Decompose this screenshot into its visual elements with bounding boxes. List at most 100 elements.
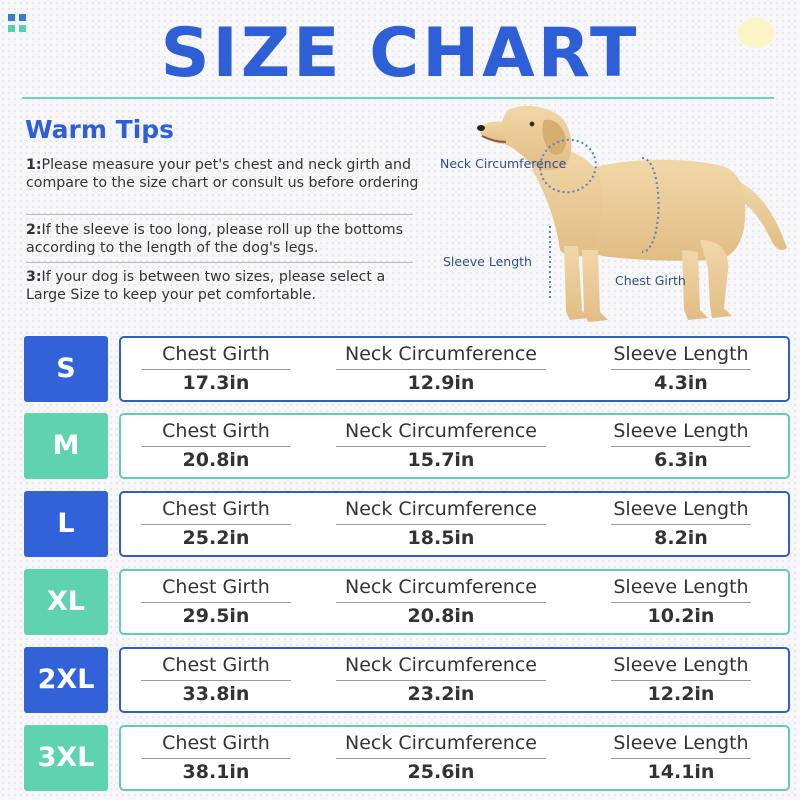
decorative-squares-icon [8,14,36,40]
sleeve-length-label: Sleeve Length [443,254,532,269]
measurement-value: 17.3in [182,372,250,394]
size-measurements-card: Chest Girth 33.8in Neck Circumference 23.2i… [119,647,790,713]
measurement-value: 14.1in [647,761,715,783]
measurement-cell: Neck Circumference 23.2in [321,649,561,711]
page-title: SIZE CHART [160,14,640,93]
warm-tips-heading: Warm Tips [25,115,175,144]
measurement-value: 20.8in [182,449,250,471]
size-measurements-card: Chest Girth 17.3in Neck Circumference 12.9i… [119,336,790,402]
size-badge: 3XL [24,725,108,791]
cell-divider [611,369,751,370]
cell-divider [611,524,751,525]
size-measurements-card: Chest Girth 20.8in Neck Circumference 15.7i… [119,413,790,479]
chest-girth-label: Chest Girth [615,273,686,288]
decorative-circle [738,18,774,48]
size-badge: M [24,413,108,479]
cell-divider [336,680,546,681]
tip-item: 1:Please measure your pet's chest and ne… [26,156,426,192]
size-row-s: S Chest Girth 17.3in Neck Circumference 12.9… [24,336,790,402]
tip-number: 1: [26,157,42,173]
measurement-value: 6.3in [654,449,708,471]
size-badge: 2XL [24,647,108,713]
tip-item: 3:If your dog is between two sizes, plea… [26,268,426,304]
measurement-cell: Chest Girth 29.5in [141,571,291,633]
measurement-value: 20.8in [407,605,475,627]
measurement-cell: Sleeve Length 6.3in [591,415,771,477]
column-header: Neck Circumference [345,576,537,598]
column-header: Sleeve Length [613,576,749,598]
column-header: Chest Girth [162,498,270,520]
neck-circumference-label: Neck Circumference [440,156,567,171]
measurement-cell: Neck Circumference 12.9in [321,338,561,400]
size-badge: XL [24,569,108,635]
measurement-value: 23.2in [407,683,475,705]
measurement-value: 25.6in [407,761,475,783]
measurement-cell: Chest Girth 38.1in [141,727,291,789]
column-header: Chest Girth [162,576,270,598]
measurement-value: 12.9in [407,372,475,394]
title-divider [22,97,774,99]
measurement-value: 10.2in [647,605,715,627]
dog-illustration [477,105,787,322]
column-header: Sleeve Length [613,732,749,754]
column-header: Chest Girth [162,732,270,754]
cell-divider [611,680,751,681]
column-header: Neck Circumference [345,343,537,365]
size-measurements-card: Chest Girth 38.1in Neck Circumference 25.6i… [119,725,790,791]
cell-divider [141,369,291,370]
tip-text: Please measure your pet's chest and neck… [26,157,419,191]
measurement-cell: Neck Circumference 15.7in [321,415,561,477]
measurement-cell: Chest Girth 17.3in [141,338,291,400]
size-badge: S [24,336,108,402]
column-header: Neck Circumference [345,654,537,676]
cell-divider [141,758,291,759]
column-header: Chest Girth [162,343,270,365]
tip-divider [26,262,413,263]
column-header: Neck Circumference [345,732,537,754]
measurement-value: 25.2in [182,527,250,549]
tip-text: If the sleeve is too long, please roll u… [26,222,403,256]
dog-measurement-diagram: Neck Circumference Sleeve Length Chest G… [432,100,800,332]
measurement-cell: Sleeve Length 8.2in [591,493,771,555]
cell-divider [141,524,291,525]
size-row-3xl: 3XL Chest Girth 38.1in Neck Circumference 25… [24,725,790,791]
cell-divider [611,602,751,603]
measurement-cell: Neck Circumference 18.5in [321,493,561,555]
measurement-cell: Sleeve Length 12.2in [591,649,771,711]
measurement-value: 29.5in [182,605,250,627]
size-row-l: L Chest Girth 25.2in Neck Circumference 18.5… [24,491,790,557]
cell-divider [336,369,546,370]
column-header: Sleeve Length [613,498,749,520]
measurement-value: 4.3in [654,372,708,394]
cell-divider [141,680,291,681]
cell-divider [141,602,291,603]
column-header: Sleeve Length [613,654,749,676]
column-header: Chest Girth [162,420,270,442]
size-row-m: M Chest Girth 20.8in Neck Circumference 15.7… [24,413,790,479]
tip-divider [26,214,413,215]
measurement-value: 15.7in [407,449,475,471]
measurement-value: 8.2in [654,527,708,549]
column-header: Neck Circumference [345,498,537,520]
measurement-cell: Chest Girth 33.8in [141,649,291,711]
size-row-xl: XL Chest Girth 29.5in Neck Circumference 20.… [24,569,790,635]
cell-divider [336,446,546,447]
tip-number: 2: [26,222,42,238]
measurement-value: 18.5in [407,527,475,549]
measurement-cell: Chest Girth 25.2in [141,493,291,555]
measurement-cell: Chest Girth 20.8in [141,415,291,477]
size-row-2xl: 2XL Chest Girth 33.8in Neck Circumference 23… [24,647,790,713]
cell-divider [611,446,751,447]
dog-shape [480,105,787,322]
column-header: Sleeve Length [613,420,749,442]
column-header: Sleeve Length [613,343,749,365]
column-header: Neck Circumference [345,420,537,442]
measurement-cell: Sleeve Length 10.2in [591,571,771,633]
cell-divider [336,758,546,759]
measurement-cell: Neck Circumference 20.8in [321,571,561,633]
tip-item: 2:If the sleeve is too long, please roll… [26,221,426,257]
cell-divider [611,758,751,759]
cell-divider [141,446,291,447]
tip-number: 3: [26,269,42,285]
cell-divider [336,524,546,525]
